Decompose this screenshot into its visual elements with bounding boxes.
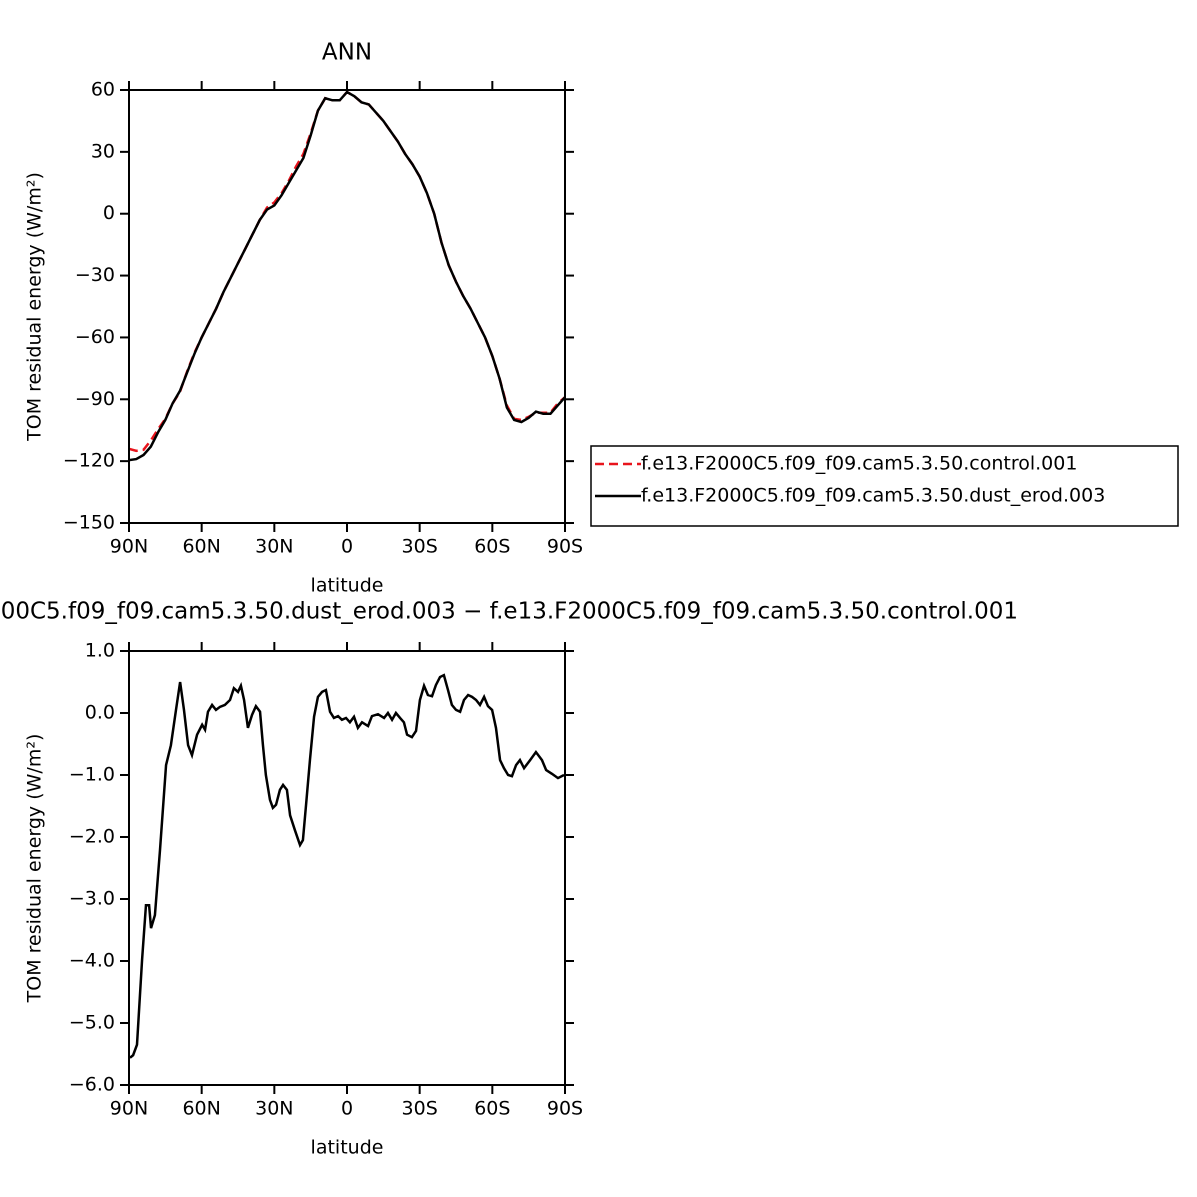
x-tick-label: 0 — [341, 536, 353, 558]
x-tick-label: 90S — [547, 1098, 583, 1120]
y-tick-label: 0 — [103, 202, 115, 224]
y-tick-label: −3.0 — [69, 888, 115, 910]
y-tick-label: 1.0 — [85, 640, 115, 662]
plot-frame — [128, 89, 566, 524]
x-tick-label: 30S — [402, 536, 438, 558]
legend-label: f.e13.F2000C5.f09_f09.cam5.3.50.dust_ero… — [641, 485, 1105, 507]
y-tick-label: −30 — [75, 264, 115, 286]
x-tick-label: 90N — [110, 536, 148, 558]
x-tick-label: 60S — [474, 1098, 510, 1120]
y-tick-label: −150 — [63, 512, 115, 534]
x-tick-label: 60N — [182, 1098, 220, 1120]
x-tick-label: 90N — [110, 1098, 148, 1120]
chart-title: f.e13.F2000C5.f09_f09.cam5.3.50.dust_ero… — [0, 599, 1018, 625]
y-tick-label: −5.0 — [69, 1012, 115, 1034]
series-line — [129, 90, 565, 453]
y-tick-label: −1.0 — [69, 764, 115, 786]
plot-frame — [128, 650, 566, 1086]
y-axis-label: TOM residual energy (W/m²) — [24, 172, 46, 442]
y-tick-label: −90 — [75, 388, 115, 410]
legend-box — [590, 445, 1179, 527]
series-line — [129, 90, 565, 462]
x-tick-label: 30S — [402, 1098, 438, 1120]
y-tick-label: 60 — [91, 79, 115, 101]
x-tick-label: 0 — [341, 1098, 353, 1120]
y-tick-label: −2.0 — [69, 826, 115, 848]
y-tick-label: 30 — [91, 140, 115, 162]
y-tick-label: −120 — [63, 450, 115, 472]
x-tick-label: 30N — [255, 536, 293, 558]
x-tick-label: 60N — [182, 536, 220, 558]
y-tick-label: 0.0 — [85, 702, 115, 724]
x-tick-label: 30N — [255, 1098, 293, 1120]
y-tick-label: −4.0 — [69, 950, 115, 972]
x-tick-label: 90S — [547, 536, 583, 558]
y-tick-label: −6.0 — [69, 1074, 115, 1096]
y-tick-label: −60 — [75, 326, 115, 348]
y-axis-label: TOM residual energy (W/m²) — [24, 734, 46, 1004]
x-tick-label: 60S — [474, 536, 510, 558]
legend-label: f.e13.F2000C5.f09_f09.cam5.3.50.control.… — [641, 453, 1077, 475]
x-axis-label: latitude — [311, 1137, 384, 1159]
series-line — [129, 673, 565, 1059]
chart-title: ANN — [322, 40, 372, 66]
x-axis-label: latitude — [311, 575, 384, 597]
